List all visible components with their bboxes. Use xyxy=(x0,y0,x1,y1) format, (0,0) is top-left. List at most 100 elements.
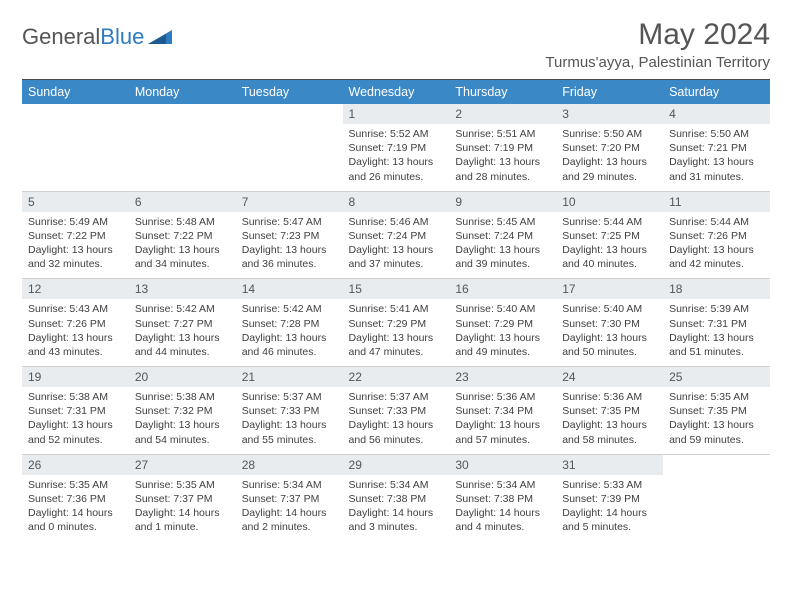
daylight-line: Daylight: 13 hours and 46 minutes. xyxy=(242,331,337,359)
daylight-line: Daylight: 14 hours and 3 minutes. xyxy=(349,506,444,534)
sunrise-line: Sunrise: 5:36 AM xyxy=(455,390,550,404)
day-detail-cell: Sunrise: 5:40 AMSunset: 7:30 PMDaylight:… xyxy=(556,299,663,366)
sunrise-line: Sunrise: 5:39 AM xyxy=(669,302,764,316)
daylight-line: Daylight: 13 hours and 34 minutes. xyxy=(135,243,230,271)
day-number-cell: 20 xyxy=(129,367,236,388)
sunset-line: Sunset: 7:19 PM xyxy=(455,141,550,155)
day-number-cell: 5 xyxy=(22,191,129,212)
day-number-cell xyxy=(129,104,236,124)
day-detail-cell: Sunrise: 5:49 AMSunset: 7:22 PMDaylight:… xyxy=(22,212,129,279)
title-block: May 2024 Turmus'ayya, Palestinian Territ… xyxy=(545,18,770,71)
weekday-header: Sunday xyxy=(22,80,129,105)
day-number-cell: 25 xyxy=(663,367,770,388)
weekday-header: Monday xyxy=(129,80,236,105)
day-number-cell: 24 xyxy=(556,367,663,388)
sunrise-line: Sunrise: 5:44 AM xyxy=(669,215,764,229)
day-detail-cell: Sunrise: 5:51 AMSunset: 7:19 PMDaylight:… xyxy=(449,124,556,191)
day-number-row: 12131415161718 xyxy=(22,279,770,300)
day-detail-cell: Sunrise: 5:34 AMSunset: 7:37 PMDaylight:… xyxy=(236,475,343,542)
sunrise-line: Sunrise: 5:35 AM xyxy=(28,478,123,492)
daylight-line: Daylight: 14 hours and 0 minutes. xyxy=(28,506,123,534)
sunset-line: Sunset: 7:34 PM xyxy=(455,404,550,418)
logo-triangle-icon xyxy=(148,24,172,50)
day-detail-cell xyxy=(663,475,770,542)
calendar-table: SundayMondayTuesdayWednesdayThursdayFrid… xyxy=(22,79,770,541)
sunset-line: Sunset: 7:28 PM xyxy=(242,317,337,331)
day-number-cell: 19 xyxy=(22,367,129,388)
day-detail-cell: Sunrise: 5:42 AMSunset: 7:28 PMDaylight:… xyxy=(236,299,343,366)
day-number-cell: 15 xyxy=(343,279,450,300)
day-detail-row: Sunrise: 5:38 AMSunset: 7:31 PMDaylight:… xyxy=(22,387,770,454)
day-number-cell: 18 xyxy=(663,279,770,300)
sunrise-line: Sunrise: 5:38 AM xyxy=(135,390,230,404)
daylight-line: Daylight: 13 hours and 37 minutes. xyxy=(349,243,444,271)
sunrise-line: Sunrise: 5:43 AM xyxy=(28,302,123,316)
sunrise-line: Sunrise: 5:38 AM xyxy=(28,390,123,404)
day-detail-cell: Sunrise: 5:52 AMSunset: 7:19 PMDaylight:… xyxy=(343,124,450,191)
day-number-cell: 12 xyxy=(22,279,129,300)
day-number-cell: 9 xyxy=(449,191,556,212)
weekday-header: Saturday xyxy=(663,80,770,105)
day-number-cell: 6 xyxy=(129,191,236,212)
sunrise-line: Sunrise: 5:35 AM xyxy=(669,390,764,404)
daylight-line: Daylight: 14 hours and 2 minutes. xyxy=(242,506,337,534)
daylight-line: Daylight: 13 hours and 51 minutes. xyxy=(669,331,764,359)
day-number-cell: 10 xyxy=(556,191,663,212)
day-number-cell: 1 xyxy=(343,104,450,124)
day-detail-row: Sunrise: 5:49 AMSunset: 7:22 PMDaylight:… xyxy=(22,212,770,279)
day-number-cell: 29 xyxy=(343,454,450,475)
day-detail-cell: Sunrise: 5:44 AMSunset: 7:25 PMDaylight:… xyxy=(556,212,663,279)
day-detail-row: Sunrise: 5:52 AMSunset: 7:19 PMDaylight:… xyxy=(22,124,770,191)
sunrise-line: Sunrise: 5:50 AM xyxy=(562,127,657,141)
daylight-line: Daylight: 14 hours and 1 minute. xyxy=(135,506,230,534)
daylight-line: Daylight: 13 hours and 43 minutes. xyxy=(28,331,123,359)
day-number-cell: 21 xyxy=(236,367,343,388)
sunrise-line: Sunrise: 5:34 AM xyxy=(242,478,337,492)
daylight-line: Daylight: 13 hours and 52 minutes. xyxy=(28,418,123,446)
daylight-line: Daylight: 14 hours and 4 minutes. xyxy=(455,506,550,534)
sunrise-line: Sunrise: 5:47 AM xyxy=(242,215,337,229)
sunset-line: Sunset: 7:31 PM xyxy=(669,317,764,331)
sunset-line: Sunset: 7:19 PM xyxy=(349,141,444,155)
day-detail-cell: Sunrise: 5:34 AMSunset: 7:38 PMDaylight:… xyxy=(449,475,556,542)
day-number-cell: 14 xyxy=(236,279,343,300)
day-detail-cell: Sunrise: 5:47 AMSunset: 7:23 PMDaylight:… xyxy=(236,212,343,279)
sunset-line: Sunset: 7:37 PM xyxy=(135,492,230,506)
day-number-row: 567891011 xyxy=(22,191,770,212)
sunrise-line: Sunrise: 5:46 AM xyxy=(349,215,444,229)
daylight-line: Daylight: 13 hours and 31 minutes. xyxy=(669,155,764,183)
sunset-line: Sunset: 7:38 PM xyxy=(349,492,444,506)
day-detail-cell: Sunrise: 5:36 AMSunset: 7:35 PMDaylight:… xyxy=(556,387,663,454)
daylight-line: Daylight: 13 hours and 49 minutes. xyxy=(455,331,550,359)
daylight-line: Daylight: 13 hours and 42 minutes. xyxy=(669,243,764,271)
day-number-row: 1234 xyxy=(22,104,770,124)
sunset-line: Sunset: 7:22 PM xyxy=(28,229,123,243)
sunrise-line: Sunrise: 5:37 AM xyxy=(242,390,337,404)
day-number-row: 262728293031 xyxy=(22,454,770,475)
weekday-header: Friday xyxy=(556,80,663,105)
sunset-line: Sunset: 7:24 PM xyxy=(349,229,444,243)
sunset-line: Sunset: 7:25 PM xyxy=(562,229,657,243)
daylight-line: Daylight: 13 hours and 40 minutes. xyxy=(562,243,657,271)
sunrise-line: Sunrise: 5:49 AM xyxy=(28,215,123,229)
day-detail-cell: Sunrise: 5:45 AMSunset: 7:24 PMDaylight:… xyxy=(449,212,556,279)
weekday-header: Tuesday xyxy=(236,80,343,105)
sunrise-line: Sunrise: 5:50 AM xyxy=(669,127,764,141)
location: Turmus'ayya, Palestinian Territory xyxy=(545,54,770,71)
sunrise-line: Sunrise: 5:44 AM xyxy=(562,215,657,229)
day-detail-cell: Sunrise: 5:44 AMSunset: 7:26 PMDaylight:… xyxy=(663,212,770,279)
day-detail-cell: Sunrise: 5:46 AMSunset: 7:24 PMDaylight:… xyxy=(343,212,450,279)
sunset-line: Sunset: 7:30 PM xyxy=(562,317,657,331)
day-number-cell: 26 xyxy=(22,454,129,475)
sunrise-line: Sunrise: 5:42 AM xyxy=(135,302,230,316)
daylight-line: Daylight: 13 hours and 32 minutes. xyxy=(28,243,123,271)
sunrise-line: Sunrise: 5:36 AM xyxy=(562,390,657,404)
sunset-line: Sunset: 7:29 PM xyxy=(349,317,444,331)
day-detail-cell xyxy=(236,124,343,191)
day-number-cell: 11 xyxy=(663,191,770,212)
sunset-line: Sunset: 7:27 PM xyxy=(135,317,230,331)
logo: GeneralBlue xyxy=(22,18,172,50)
daylight-line: Daylight: 13 hours and 39 minutes. xyxy=(455,243,550,271)
daylight-line: Daylight: 13 hours and 28 minutes. xyxy=(455,155,550,183)
sunset-line: Sunset: 7:21 PM xyxy=(669,141,764,155)
